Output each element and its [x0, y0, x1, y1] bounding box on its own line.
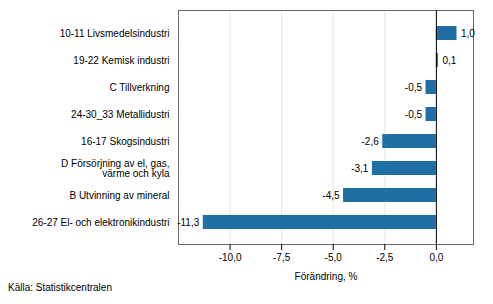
svg-text:-4,5: -4,5	[322, 190, 340, 201]
svg-text:D Försörjning av el, gas,värme: D Försörjning av el, gas,värme och kyla	[61, 158, 170, 179]
svg-text:-11,3: -11,3	[177, 217, 199, 228]
svg-text:-7,5: -7,5	[273, 252, 291, 263]
svg-text:-5,0: -5,0	[325, 252, 343, 263]
svg-text:-0,5: -0,5	[405, 82, 423, 93]
svg-text:24-30_33 Metallidustri: 24-30_33 Metallidustri	[71, 109, 169, 120]
svg-text:Förändring, %: Förändring, %	[295, 271, 358, 282]
html-text:Källa: Statistikcentralen: Källa: Statistikcentralen	[8, 282, 112, 293]
svg-text:-2,5: -2,5	[376, 252, 394, 263]
svg-text:-2,6: -2,6	[361, 136, 379, 147]
svg-text:-3,1: -3,1	[351, 163, 369, 174]
svg-text:0,0: 0,0	[429, 252, 443, 263]
svg-text:19-22 Kemisk industri: 19-22 Kemisk industri	[73, 55, 169, 66]
svg-text:10-11 Livsmedelsindustri: 10-11 Livsmedelsindustri	[60, 28, 170, 39]
svg-text:1,0: 1,0	[461, 28, 475, 39]
svg-text:26-27 El- och elektronikindust: 26-27 El- och elektronikindustri	[32, 217, 169, 228]
svg-text:-10,0: -10,0	[219, 252, 242, 263]
svg-text:C Tillverkning: C Tillverkning	[109, 82, 169, 93]
svg-text:0,1: 0,1	[442, 55, 456, 66]
svg-text:16-17 Skogsindustri: 16-17 Skogsindustri	[81, 136, 169, 147]
svg-text:-0,5: -0,5	[405, 109, 423, 120]
svg-text:B Utvinning av mineral: B Utvinning av mineral	[69, 190, 169, 201]
